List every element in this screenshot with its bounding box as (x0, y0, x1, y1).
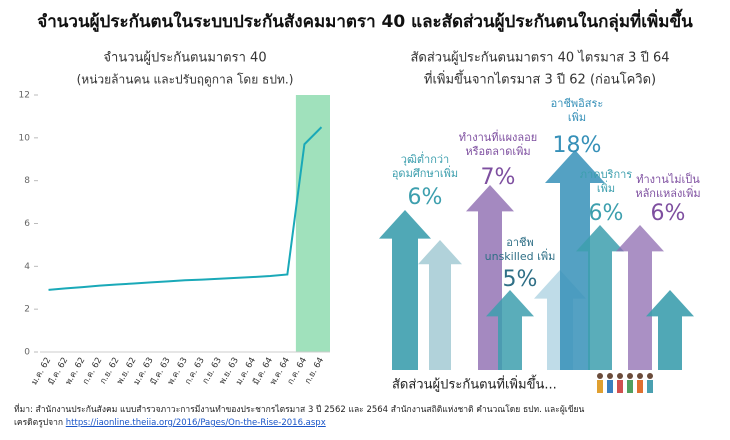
item-label: unskilled เพิ่ม (485, 248, 556, 263)
credit-line: เครดิตรูปจาก https://iaonline.theiia.org… (14, 417, 724, 430)
arrow-shape (646, 290, 694, 370)
caption: สัดส่วนผู้ประกันตนที่เพิ่มขึ้น... (392, 375, 557, 393)
item-value: 18% (553, 133, 602, 158)
footer: ที่มา: สำนักงานประกันสังคม แบบสำรวจภาวะก… (14, 404, 724, 430)
y-tick-label: 10 (19, 133, 31, 143)
y-tick-label: 0 (24, 348, 30, 358)
highlight-band (295, 95, 330, 352)
arrow-shape (486, 290, 534, 370)
arrow-shape (576, 225, 624, 370)
y-tick-label: 4 (24, 262, 30, 272)
y-tick-label: 6 (24, 219, 30, 229)
info-labels: วุฒิต่ำกว่าอุดมศึกษาเพิ่ม 6% ทำงานที่แผงลอ… (392, 97, 701, 292)
item-label: หรือตลาดเพิ่ม (465, 143, 530, 158)
arrow-shape (616, 225, 664, 370)
credit: เครดิตรูปจาก (14, 418, 64, 428)
info-title: ที่เพิ่มขึ้นจากไตรมาส 3 ปี 62 (ก่อนโควิด… (424, 70, 656, 88)
item-label: ทำงานไม่เป็น (636, 172, 700, 186)
item-label: อาชีพอิสระ (551, 97, 604, 110)
canvas: จำนวนผู้ประกันตนในระบบประกันสังคมมาตรา 4… (19, 8, 701, 393)
item-label: ภาคบริการ (580, 168, 633, 181)
item-label: วุฒิต่ำกว่า (401, 151, 449, 166)
item-value: 7% (481, 165, 516, 190)
item-label: หลักแหล่งเพิ่ม (635, 185, 700, 200)
item-value: 6% (589, 201, 624, 226)
item-value: 6% (408, 185, 443, 210)
y-tick-label: 8 (24, 176, 30, 186)
chart-title: จำนวนผู้ประกันตนมาตรา 40 (103, 51, 266, 66)
item-label: อุดมศึกษาเพิ่ม (392, 165, 458, 180)
data-line (48, 126, 323, 291)
y-tick-label: 12 (19, 91, 30, 101)
item-value: 5% (503, 267, 538, 292)
info-title: สัดส่วนผู้ประกันตนมาตรา 40 ไตรมาส 3 ปี 6… (410, 50, 669, 66)
y-tick-label: 2 (24, 305, 30, 315)
people-icons (597, 373, 653, 393)
arrow-shape (418, 240, 462, 370)
arrow-illustration (379, 150, 694, 370)
source: ที่มา: สำนักงานประกันสังคม แบบสำรวจภาวะก… (14, 405, 585, 415)
item-value: 6% (651, 201, 686, 226)
item-label: ทำงานที่แผงลอย (459, 129, 537, 144)
item-label: เพิ่ม (568, 109, 586, 124)
credit-link[interactable]: https://iaonline.theiia.org/2016/Pages/O… (65, 418, 326, 428)
item-label: อาชีพ (506, 236, 534, 249)
chart-subtitle: (หน่วยล้านคน และปรับฤดูกาล โดย ธปท.) (77, 73, 294, 88)
page-title: จำนวนผู้ประกันตนในระบบประกันสังคมมาตรา 4… (37, 8, 693, 33)
arrow-shape (379, 210, 431, 370)
item-label: เพิ่ม (597, 180, 615, 195)
